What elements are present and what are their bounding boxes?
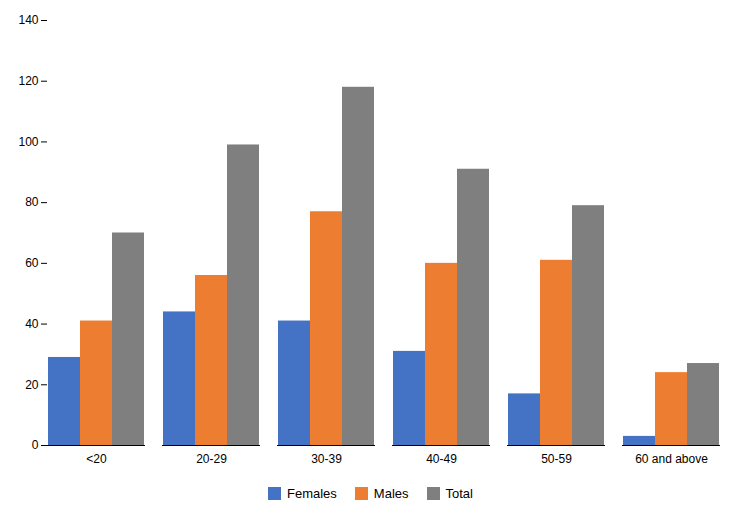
svg-text:40: 40	[25, 317, 39, 331]
svg-text:<20: <20	[86, 452, 107, 466]
svg-text:40-49: 40-49	[426, 452, 457, 466]
html-text:Total: Total	[445, 486, 473, 501]
html-text:Males: Males	[373, 486, 409, 501]
svg-text:140: 140	[18, 13, 38, 27]
svg-text:60 and above: 60 and above	[635, 452, 708, 466]
svg-text:30-39: 30-39	[311, 452, 342, 466]
svg-text:120: 120	[18, 74, 38, 88]
svg-text:100: 100	[18, 135, 38, 149]
svg-text:80: 80	[25, 195, 39, 209]
svg-text:20: 20	[25, 378, 39, 392]
svg-text:50-59: 50-59	[541, 452, 572, 466]
svg-text:0: 0	[32, 438, 39, 452]
html-text:Females: Females	[287, 486, 337, 501]
svg-text:60: 60	[25, 256, 39, 270]
svg-text:20-29: 20-29	[196, 452, 227, 466]
